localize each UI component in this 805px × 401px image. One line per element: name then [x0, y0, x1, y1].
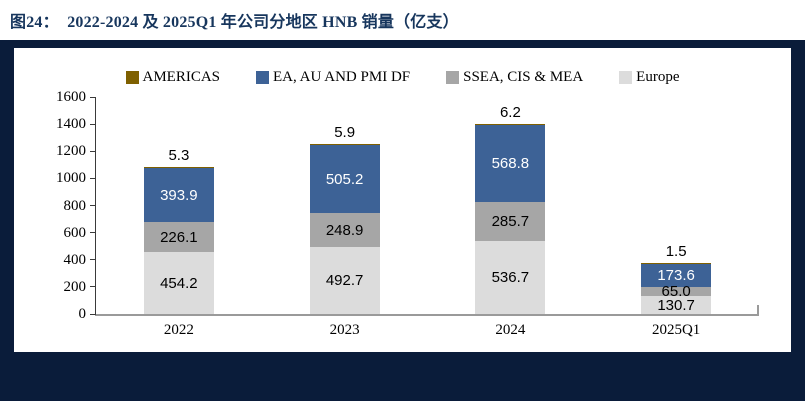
stacked-bar: 492.7 248.9 505.2 5.9 — [309, 124, 380, 314]
y-tick-label: 1400 — [56, 116, 86, 133]
x-tick-label: 2025Q1 — [651, 322, 701, 338]
legend-item: EA, AU AND PMI DF — [256, 69, 410, 86]
x-tick-label: 2022 — [163, 322, 194, 338]
bar-value-label: 65.0 — [661, 283, 691, 301]
legend-swatch-icon — [125, 70, 139, 84]
legend-label: Europe — [636, 68, 680, 85]
x-tick-label: 2023 — [329, 322, 360, 338]
bar-segment — [143, 167, 214, 169]
y-tick-label: 1600 — [56, 89, 86, 105]
bar-value-label: 130.7 — [657, 296, 695, 314]
x-tick-label: 2024 — [495, 322, 526, 338]
bar-top-value-label: 5.3 — [168, 147, 190, 165]
y-axis-tick — [90, 123, 96, 125]
chart-panel: AMERICAS EA, AU AND PMI DF SSEA, CIS & MEA… — [0, 40, 805, 401]
y-axis-tick — [90, 96, 96, 98]
bar-segment: 393.9 — [143, 168, 214, 222]
x-axis — [95, 314, 759, 316]
bar-segment: 536.7 — [475, 241, 546, 314]
bar-segment — [475, 124, 546, 126]
bar-segment: 65.0 — [641, 283, 712, 301]
legend-label: AMERICAS — [142, 68, 221, 85]
bar-segment: 454.2 — [143, 252, 214, 314]
legend-item: SSEA, CIS & MEA — [446, 69, 583, 86]
y-tick-label: 800 — [63, 197, 87, 214]
y-axis-tick — [90, 286, 96, 288]
stacked-bar: 454.2 226.1 393.9 5.3 — [143, 147, 214, 314]
bar-segment: 285.7 — [475, 202, 546, 242]
legend-item: AMERICAS — [125, 68, 221, 86]
bar-value-label: 285.7 — [491, 213, 530, 231]
bar-value-label: 454.2 — [160, 274, 198, 292]
chart-card: AMERICAS EA, AU AND PMI DF SSEA, CIS & MEA… — [14, 48, 791, 352]
y-axis-tick — [90, 313, 96, 315]
plot-area: 0 200 400 600 800 1000 1200 1400 1600 454.2 226.1 3… — [56, 89, 759, 338]
bar-segment — [309, 143, 380, 145]
bar-value-label: 248.9 — [325, 221, 364, 239]
bar-value-label: 492.7 — [325, 272, 364, 290]
y-axis-tick — [90, 205, 96, 206]
bar-value-label: 536.7 — [491, 269, 530, 287]
legend: AMERICAS EA, AU AND PMI DF SSEA, CIS & MEA… — [14, 68, 791, 86]
figure-title-bar: 图24： 2022-2024 及 2025Q1 年公司分地区 HNB 销量（亿支… — [0, 0, 805, 40]
y-tick-label: 400 — [63, 251, 87, 268]
bar-segment: 492.7 — [309, 247, 380, 314]
bar-value-label: 505.2 — [325, 170, 364, 188]
bar-value-label: 393.9 — [160, 186, 198, 204]
stacked-bar: 130.7 65.0 173.6 1.5 — [641, 243, 712, 314]
y-tick-label: 1000 — [56, 170, 86, 187]
bar-value-label: 226.1 — [160, 228, 198, 246]
y-tick-label: 200 — [63, 278, 87, 295]
legend-swatch-icon — [619, 70, 633, 84]
bar-segment — [641, 262, 712, 264]
y-tick-label: 1200 — [56, 143, 86, 160]
legend-swatch-icon — [446, 70, 460, 84]
bar-value-label: 568.8 — [491, 155, 530, 173]
y-axis-tick — [90, 150, 96, 152]
bar-segment: 568.8 — [475, 125, 546, 203]
x-axis-end-tick — [757, 305, 759, 314]
bar-top-value-label: 5.9 — [334, 123, 356, 141]
legend-label: EA, AU AND PMI DF — [273, 68, 411, 85]
bar-segment: 173.6 — [641, 263, 712, 288]
y-axis-tick — [90, 177, 96, 179]
legend-label: SSEA, CIS & MEA — [463, 68, 584, 85]
bar-segment: 130.7 — [641, 296, 712, 314]
y-axis-tick — [90, 232, 96, 234]
bar-segment: 505.2 — [309, 144, 380, 214]
bar-value-label: 173.6 — [657, 267, 695, 285]
figure-title: 图24： 2022-2024 及 2025Q1 年公司分地区 HNB 销量（亿支… — [10, 14, 459, 31]
legend-item: Europe — [619, 69, 679, 86]
y-tick-label: 600 — [63, 224, 87, 241]
bar-top-value-label: 1.5 — [665, 242, 687, 260]
bar-top-value-label: 6.2 — [499, 104, 521, 122]
y-tick-label: 0 — [78, 306, 87, 322]
stacked-bar: 536.7 285.7 568.8 6.2 — [475, 104, 546, 314]
legend-swatch-icon — [256, 70, 270, 84]
bar-segment: 226.1 — [143, 221, 214, 253]
bar-segment: 248.9 — [309, 213, 380, 248]
y-axis-tick — [90, 259, 96, 261]
